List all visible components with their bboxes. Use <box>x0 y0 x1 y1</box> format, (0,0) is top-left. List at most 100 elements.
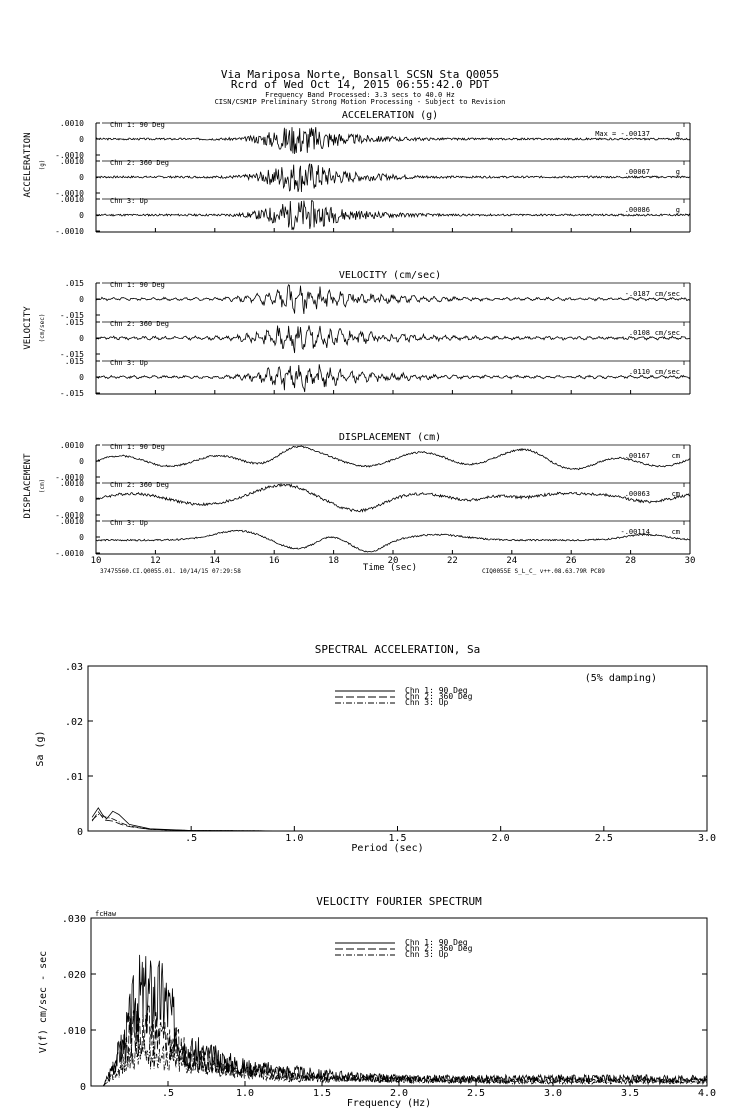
spectral-acceleration-chart: SPECTRAL ACCELERATION, Sa .03 .02 .01 0 .5 1.0… <box>35 643 716 854</box>
time-history-panel: ACCELERATION (g) ACCELERATION (g) .0010 0 -.0… <box>23 110 691 236</box>
y-tick-label: 0 <box>80 1082 86 1093</box>
time-tick-label: 22 <box>447 556 458 566</box>
channel-peak-unit: g <box>676 206 680 214</box>
time-history-panels: ACCELERATION (g) ACCELERATION (g) .0010 0 -.0… <box>23 110 695 566</box>
channel-name: Chn 3: Up <box>110 519 148 527</box>
series-line <box>91 811 707 832</box>
channel-ymin-label: -.0010 <box>55 511 84 520</box>
channel-waveform <box>95 445 691 471</box>
series-line <box>91 1004 708 1087</box>
channel-peak-value: .00086 <box>625 206 650 214</box>
y-tick-label: .03 <box>65 662 83 673</box>
footer-left: 37475560.CI.Q0055.01. 10/14/15 07:29:58 <box>100 568 241 575</box>
x-axis-label: Frequency (Hz) <box>347 1098 431 1109</box>
y-tick-label: .02 <box>65 717 83 728</box>
panel-side-label: ACCELERATION <box>23 132 33 197</box>
channel-peak-value: Max = -.00137 <box>595 130 650 138</box>
channel-peak-unit: cm <box>672 452 680 460</box>
time-tick-label: 16 <box>269 556 280 566</box>
channel-peak-value: -.00114 <box>620 528 650 536</box>
header-line2: Rcrd of Wed Oct 14, 2015 06:55:42.0 PDT <box>231 78 490 91</box>
channel-ymid-label: 0 <box>79 373 84 382</box>
channel-waveform <box>95 163 691 193</box>
y-axis-label: V(f) cm/sec - sec <box>38 951 49 1053</box>
series-line <box>91 807 707 832</box>
chart-title: VELOCITY FOURIER SPECTRUM <box>316 895 482 908</box>
channel-peak-unit: cm/sec <box>655 368 680 376</box>
time-tick-label: 18 <box>328 556 339 566</box>
x-tick-label: .5 <box>162 1088 174 1099</box>
channel-waveform <box>95 200 691 231</box>
channel-ymid-label: 0 <box>79 135 84 144</box>
x-tick-label: 1.0 <box>236 1088 254 1099</box>
x-tick-label: 1.0 <box>285 833 303 844</box>
channel-peak-unit: cm <box>672 528 680 536</box>
series-line <box>91 954 708 1087</box>
channel-ymid-label: 0 <box>79 295 84 304</box>
panel-unit-label: (cm) <box>39 479 46 493</box>
channel-peak-value: .00063 <box>625 490 650 498</box>
y-tick-label: .010 <box>62 1026 86 1037</box>
channel-name: Chn 3: Up <box>110 359 148 367</box>
x-tick-label: 3.5 <box>621 1088 639 1099</box>
y-tick-label: .020 <box>62 970 86 981</box>
channel-name: Chn 1: 90 Deg <box>110 281 165 289</box>
time-tick-label: 10 <box>91 556 102 566</box>
chart-frame <box>87 665 708 832</box>
time-tick-label: 30 <box>685 556 696 566</box>
channel-ymin-label: -.015 <box>60 350 84 359</box>
channel-name: Chn 3: Up <box>110 197 148 205</box>
time-history-panel: DISPLACEMENT (cm) DISPLACEMENT (cm) .0010 0 -… <box>23 432 695 566</box>
y-axis-label: Sa (g) <box>35 730 46 766</box>
y-tick-label: 0 <box>77 827 83 838</box>
channel-peak-value: .00067 <box>625 168 650 176</box>
channel-ymid-label: 0 <box>79 495 84 504</box>
channel-waveform <box>95 364 691 393</box>
channel-name: Chn 1: 90 Deg <box>110 121 165 129</box>
legend-label: Chn 2: 360 Deg <box>405 944 473 953</box>
channel-waveform <box>95 127 691 155</box>
legend-label: Chn 3: Up <box>405 950 449 959</box>
channel-name: Chn 2: 360 Deg <box>110 159 169 167</box>
y-tick-label: .01 <box>65 772 83 783</box>
channel-peak-unit: cm <box>672 490 680 498</box>
channel-ymax-label: .0010 <box>60 517 84 526</box>
panel-side-label: VELOCITY <box>23 306 33 350</box>
x-tick-label: 2.5 <box>467 1088 485 1099</box>
panel-unit-label: (cm/sec) <box>39 314 46 343</box>
channel-ymax-label: .0010 <box>60 157 84 166</box>
channel-ymax-label: .0010 <box>60 479 84 488</box>
time-tick-label: 26 <box>566 556 577 566</box>
channel-ymin-label: -.0010 <box>55 189 84 198</box>
channel-peak-value: .0108 <box>629 329 650 337</box>
channel-ymin-label: -.0010 <box>55 473 84 482</box>
panel-title: VELOCITY (cm/sec) <box>339 270 441 281</box>
channel-ymid-label: 0 <box>79 457 84 466</box>
series-line <box>91 814 707 832</box>
x-tick-label: .5 <box>185 833 197 844</box>
channel-ymax-label: .0010 <box>60 119 84 128</box>
channel-ymax-label: .0010 <box>60 441 84 450</box>
time-tick-label: 14 <box>209 556 220 566</box>
legend-label: Chn 1: 90 Deg <box>405 938 468 947</box>
channel-ymid-label: 0 <box>79 533 84 542</box>
panel-side-label: DISPLACEMENT <box>23 453 33 519</box>
time-history-panel: VELOCITY (cm/sec) VELOCITY (cm/sec) .015 0 -.… <box>23 270 691 398</box>
x-tick-label: 4.0 <box>698 1088 716 1099</box>
time-tick-label: 28 <box>625 556 636 566</box>
y-tick-label: .030 <box>62 914 86 925</box>
chart-annotation: (5% damping) <box>585 673 657 684</box>
channel-peak-value: .00167 <box>625 452 650 460</box>
channel-waveform <box>95 325 691 354</box>
time-tick-label: 20 <box>388 556 399 566</box>
channel-ymax-label: .015 <box>65 318 84 327</box>
x-tick-label: 3.0 <box>544 1088 562 1099</box>
x-tick-label: 1.5 <box>313 1088 331 1099</box>
legend-label: Chn 3: Up <box>405 698 449 707</box>
panel-title: ACCELERATION (g) <box>342 110 438 121</box>
channel-peak-unit: cm/sec <box>655 290 680 298</box>
channel-waveform <box>95 482 691 513</box>
time-axis-label: Time (sec) <box>363 563 417 573</box>
channel-ymax-label: .0010 <box>60 195 84 204</box>
